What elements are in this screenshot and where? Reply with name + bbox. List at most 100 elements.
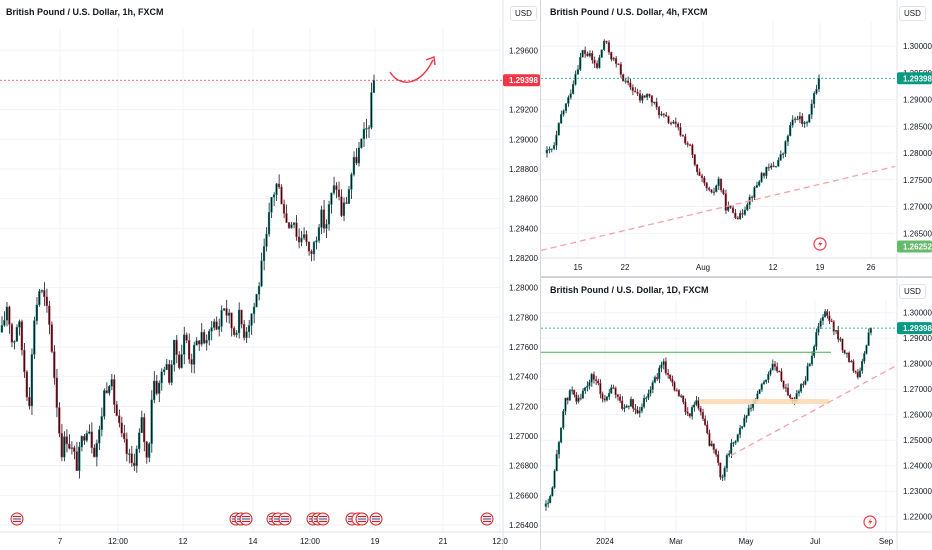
candle	[843, 349, 846, 354]
candle	[649, 389, 652, 394]
chart-pane-4h[interactable]: 1.300001.295001.290001.285001.280001.275…	[541, 0, 932, 276]
candle	[212, 321, 216, 328]
chart-pane-1D[interactable]: 1.30000 1.29000 1.28000 1.27000 1.26000 1.250…	[541, 278, 932, 550]
candle	[686, 411, 689, 414]
flag-icon[interactable]	[480, 512, 494, 526]
chart-4h-canvas[interactable]: 1.300001.295001.290001.285001.280001.275…	[541, 0, 932, 276]
candle	[210, 327, 213, 332]
y-axis-label: 1.24000	[903, 462, 932, 471]
candle	[287, 222, 291, 229]
currency-button-1h[interactable]: USD	[510, 6, 537, 21]
x-axis-label: 12	[179, 537, 188, 546]
candle	[190, 359, 193, 365]
chart-pane-1h[interactable]: 1.29600 1.29200 1.29000 1.28800 1.28600 1.284…	[0, 0, 540, 550]
candle	[581, 390, 584, 399]
candle	[28, 396, 31, 407]
y-axis-label: 1.27500	[903, 176, 932, 185]
candle	[355, 156, 358, 164]
candle	[677, 390, 680, 397]
candle	[38, 290, 41, 306]
candle	[774, 165, 777, 168]
y-axis-label: 1.29600	[509, 46, 538, 55]
currency-button-1D[interactable]: USD	[899, 284, 926, 299]
candle	[138, 432, 141, 450]
candle	[655, 377, 659, 380]
candle	[58, 407, 61, 434]
candle	[861, 360, 864, 372]
candle	[722, 189, 725, 194]
candle	[599, 382, 602, 395]
candle	[185, 334, 188, 341]
candle	[128, 453, 131, 455]
y-axis-label: 1.27200	[509, 402, 538, 411]
candle	[282, 203, 286, 214]
candle	[65, 436, 68, 445]
x-axis-label: 22	[621, 263, 630, 272]
candle	[145, 441, 148, 458]
candle	[83, 436, 86, 441]
candle	[53, 351, 56, 379]
x-axis-label: 14	[249, 537, 258, 546]
candle	[798, 115, 801, 120]
chart-1D-canvas[interactable]: 1.30000 1.29000 1.28000 1.27000 1.26000 1.250…	[541, 278, 932, 550]
candle	[546, 502, 550, 505]
candle	[743, 209, 746, 215]
flag-icon[interactable]	[316, 512, 330, 526]
lightning-icon[interactable]	[863, 515, 877, 529]
candle	[745, 415, 748, 419]
candle	[120, 422, 123, 434]
candle	[247, 325, 251, 333]
candle	[551, 487, 554, 497]
zone-box	[699, 398, 829, 404]
candle	[43, 290, 46, 298]
flag-icon[interactable]	[355, 512, 369, 526]
candle	[573, 389, 576, 395]
candle	[564, 103, 568, 111]
candle	[322, 209, 326, 229]
candle	[160, 371, 163, 384]
flag-icon[interactable]	[369, 512, 383, 526]
pane-separator-vertical[interactable]	[540, 0, 541, 550]
x-axis-label: 12	[769, 263, 778, 272]
candle	[856, 371, 859, 378]
flag-icon[interactable]	[10, 512, 24, 526]
candle	[762, 381, 765, 385]
candle	[867, 332, 870, 346]
candle	[10, 324, 13, 343]
candle	[810, 103, 813, 115]
currency-button-4h[interactable]: USD	[899, 6, 926, 21]
candle	[610, 387, 613, 394]
candle	[552, 145, 556, 149]
candle	[115, 404, 118, 416]
candle	[786, 387, 789, 396]
x-axis-label: May	[738, 537, 753, 546]
candle	[230, 312, 233, 329]
candle	[180, 354, 183, 369]
y-axis-label: 1.28000	[903, 149, 932, 158]
candle	[684, 136, 687, 144]
candle	[362, 128, 366, 140]
candle	[105, 390, 108, 394]
candle	[660, 113, 663, 116]
lightning-icon[interactable]	[813, 237, 827, 251]
candle	[810, 355, 813, 365]
candle	[697, 400, 700, 409]
candle	[666, 372, 669, 375]
flag-icon[interactable]	[278, 512, 292, 526]
candle	[592, 374, 595, 380]
x-axis-label: Mar	[669, 537, 683, 546]
candle	[865, 345, 868, 354]
y-axis-label: 1.28000	[509, 284, 538, 293]
candle	[576, 69, 579, 75]
candle	[13, 341, 16, 343]
candle	[30, 354, 33, 407]
pane-separator-horizontal[interactable]	[540, 276, 932, 278]
candle	[839, 338, 842, 341]
candle	[682, 395, 685, 403]
candle	[110, 379, 113, 387]
candle	[679, 127, 682, 136]
candle	[560, 427, 563, 443]
candle	[638, 93, 641, 101]
flag-icon[interactable]	[239, 512, 253, 526]
chart-1h-canvas[interactable]: 1.29600 1.29200 1.29000 1.28800 1.28600 1.284…	[0, 0, 540, 550]
